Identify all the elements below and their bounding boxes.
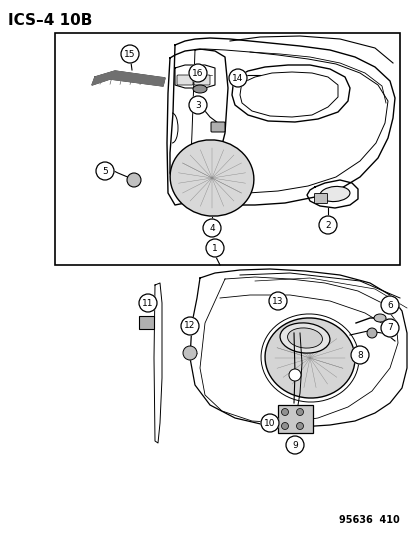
Text: 16: 16 — [192, 69, 203, 77]
Circle shape — [260, 414, 278, 432]
Circle shape — [366, 328, 376, 338]
FancyBboxPatch shape — [194, 75, 209, 85]
Circle shape — [288, 369, 300, 381]
Text: 9: 9 — [292, 440, 297, 449]
Text: 12: 12 — [184, 321, 195, 330]
Circle shape — [121, 45, 139, 63]
Circle shape — [296, 408, 303, 416]
Circle shape — [96, 162, 114, 180]
Circle shape — [206, 239, 223, 257]
Circle shape — [228, 69, 247, 87]
Text: 1: 1 — [211, 244, 217, 253]
Circle shape — [189, 64, 206, 82]
Circle shape — [350, 346, 368, 364]
Ellipse shape — [170, 140, 253, 216]
FancyBboxPatch shape — [314, 193, 327, 204]
FancyBboxPatch shape — [211, 122, 224, 132]
Text: 5: 5 — [102, 166, 108, 175]
Text: 4: 4 — [209, 223, 214, 232]
Circle shape — [281, 408, 288, 416]
Ellipse shape — [287, 328, 322, 348]
Circle shape — [139, 294, 157, 312]
Text: 11: 11 — [142, 298, 153, 308]
Circle shape — [285, 436, 303, 454]
Ellipse shape — [319, 187, 349, 201]
Circle shape — [318, 216, 336, 234]
Circle shape — [268, 292, 286, 310]
Text: 2: 2 — [324, 221, 330, 230]
Text: 15: 15 — [124, 50, 135, 59]
Text: 95636  410: 95636 410 — [338, 515, 399, 525]
Circle shape — [380, 319, 398, 337]
Text: 6: 6 — [386, 301, 392, 310]
Circle shape — [202, 219, 221, 237]
Circle shape — [281, 423, 288, 430]
FancyBboxPatch shape — [139, 316, 154, 328]
Text: 7: 7 — [386, 324, 392, 333]
Ellipse shape — [264, 318, 354, 398]
Circle shape — [183, 346, 197, 360]
Circle shape — [180, 317, 199, 335]
Circle shape — [380, 296, 398, 314]
Text: ICS–4 10B: ICS–4 10B — [8, 13, 92, 28]
FancyBboxPatch shape — [277, 405, 312, 433]
Bar — [55, 33, 399, 265]
FancyBboxPatch shape — [177, 75, 192, 85]
Text: 8: 8 — [356, 351, 362, 359]
Circle shape — [296, 423, 303, 430]
Circle shape — [189, 96, 206, 114]
Text: 13: 13 — [272, 296, 283, 305]
Polygon shape — [92, 71, 165, 86]
Ellipse shape — [192, 85, 206, 93]
Ellipse shape — [279, 323, 329, 353]
Ellipse shape — [373, 314, 385, 322]
Text: 3: 3 — [195, 101, 200, 109]
Text: 10: 10 — [263, 418, 275, 427]
Circle shape — [127, 173, 141, 187]
Text: 14: 14 — [232, 74, 243, 83]
